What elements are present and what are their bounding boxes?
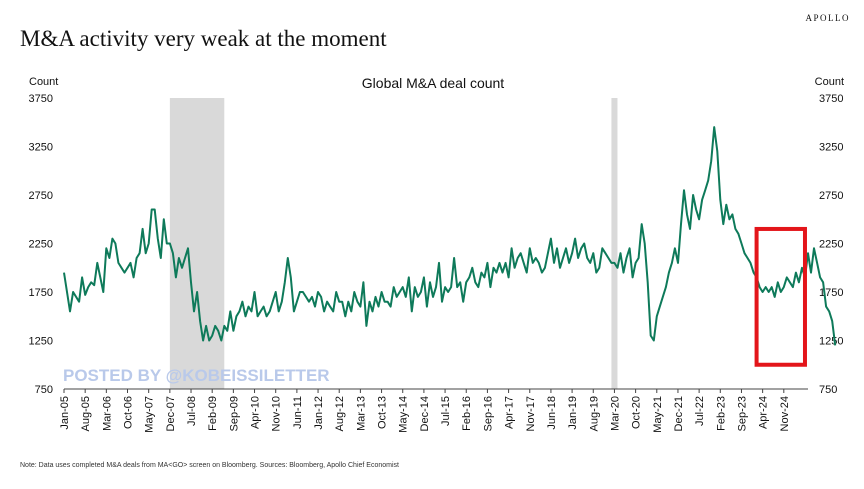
- x-tick-label-Nov-10: Nov-10: [271, 396, 283, 431]
- y-left-tick-1750: 1750: [29, 287, 53, 299]
- x-tick-label-May-07: May-07: [144, 396, 156, 433]
- y-right-tick-1250: 1250: [819, 336, 843, 348]
- x-tick-label-Aug-19: Aug-19: [588, 396, 600, 431]
- y-axis-left-ticks: 750 1250 1750 2250 2750 3250 3750: [29, 93, 53, 396]
- y-axis-right-ticks: 750 1250 1750 2250 2750 3250 3750: [819, 93, 843, 396]
- x-tick-label-Sep-16: Sep-16: [482, 396, 494, 431]
- y-axis-left-label: Count: [29, 76, 58, 88]
- x-tick-label-Feb-09: Feb-09: [207, 396, 219, 431]
- x-tick-label-Apr-17: Apr-17: [504, 396, 516, 429]
- x-tick-label-Oct-06: Oct-06: [123, 396, 135, 429]
- y-left-tick-2750: 2750: [29, 190, 53, 202]
- apollo-logo: APOLLO: [805, 13, 850, 23]
- recent-weakness-highlight-box: [754, 226, 807, 367]
- y-left-tick-750: 750: [35, 384, 53, 396]
- shaded-period-2: [611, 98, 618, 389]
- x-tick-label-Jun-18: Jun-18: [546, 396, 558, 430]
- x-tick-label-Jan-05: Jan-05: [59, 396, 71, 430]
- recession-shading-layer: [169, 98, 618, 389]
- x-tick-label-May-14: May-14: [398, 396, 410, 433]
- y-left-tick-3250: 3250: [29, 142, 53, 154]
- x-tick-label-Apr-10: Apr-10: [250, 396, 262, 429]
- y-right-tick-2250: 2250: [819, 239, 843, 251]
- deal-count-line: [63, 126, 837, 346]
- x-tick-label-Feb-16: Feb-16: [461, 396, 473, 431]
- x-tick-label-Oct-20: Oct-20: [631, 396, 643, 429]
- x-tick-label-Mar-13: Mar-13: [355, 396, 367, 431]
- y-right-tick-1750: 1750: [819, 287, 843, 299]
- posted-by-watermark: POSTED BY @KOBEISSILETTER: [63, 366, 330, 385]
- page-title: M&A activity very weak at the moment: [20, 26, 387, 51]
- x-tick-label-Nov-24: Nov-24: [779, 396, 791, 431]
- y-left-tick-3750: 3750: [29, 93, 53, 105]
- x-tick-label-Apr-24: Apr-24: [758, 396, 770, 429]
- y-right-tick-2750: 2750: [819, 190, 843, 202]
- source-note: Note: Data uses completed M&A deals from…: [20, 462, 399, 469]
- x-tick-label-Sep-23: Sep-23: [736, 396, 748, 431]
- x-axis-ticks: Jan-05 Aug-05 Mar-06 Oct-06 May-07 Dec-07 Jul-…: [59, 389, 791, 433]
- y-left-tick-2250: 2250: [29, 239, 53, 251]
- shaded-period-1: [169, 98, 225, 389]
- x-tick-label-Jul-22: Jul-22: [694, 396, 706, 426]
- x-tick-label-Jan-12: Jan-12: [313, 396, 325, 430]
- x-tick-label-Oct-13: Oct-13: [377, 396, 389, 429]
- x-tick-label-Jul-15: Jul-15: [440, 396, 452, 426]
- x-tick-label-Mar-20: Mar-20: [609, 396, 621, 431]
- y-axis-right-label: Count: [815, 76, 844, 88]
- x-tick-label-Jan-19: Jan-19: [567, 396, 579, 430]
- x-tick-label-Dec-21: Dec-21: [673, 396, 685, 431]
- x-tick-label-Dec-07: Dec-07: [165, 396, 177, 431]
- x-tick-label-May-21: May-21: [652, 396, 664, 433]
- x-tick-label-Nov-17: Nov-17: [525, 396, 537, 431]
- x-tick-label-Jun-11: Jun-11: [292, 396, 304, 429]
- y-left-tick-1250: 1250: [29, 336, 53, 348]
- x-tick-label-Dec-14: Dec-14: [419, 396, 431, 431]
- chart-title: Global M&A deal count: [362, 75, 505, 91]
- y-right-tick-750: 750: [819, 384, 837, 396]
- x-tick-label-Jul-08: Jul-08: [186, 396, 198, 426]
- y-right-tick-3250: 3250: [819, 142, 843, 154]
- x-tick-label-Aug-12: Aug-12: [334, 396, 346, 431]
- x-tick-label-Aug-05: Aug-05: [80, 396, 92, 431]
- y-right-tick-3750: 3750: [819, 93, 843, 105]
- x-tick-label-Sep-09: Sep-09: [228, 396, 240, 431]
- x-tick-label-Feb-23: Feb-23: [715, 396, 727, 431]
- x-tick-label-Mar-06: Mar-06: [101, 396, 113, 431]
